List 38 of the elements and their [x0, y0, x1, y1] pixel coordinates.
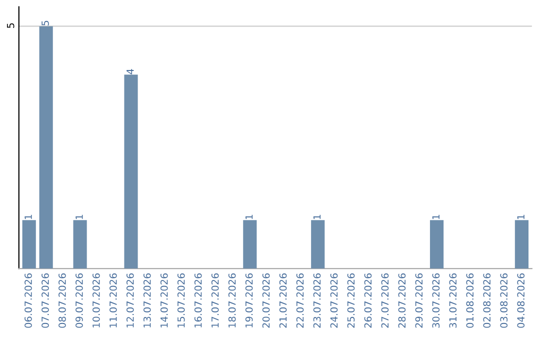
x-tick-label: 01.08.2026	[466, 273, 474, 328]
x-tick-label: 25.07.2026	[347, 273, 355, 328]
x-tick-label: 06.07.2026	[24, 273, 32, 328]
data-label: 1	[76, 214, 83, 220]
x-tick-label: 26.07.2026	[364, 273, 372, 328]
x-tick-label: 21.07.2026	[279, 273, 287, 328]
x-tick-label: 30.07.2026	[432, 273, 440, 328]
x-tick-label: 02.08.2026	[483, 273, 491, 328]
x-tick-label: 08.07.2026	[58, 273, 66, 328]
x-tick-label: 10.07.2026	[92, 273, 100, 328]
data-label: 1	[24, 214, 32, 220]
data-label: 4	[126, 69, 134, 74]
x-tick-label: 19.07.2026	[245, 273, 253, 328]
x-tick-label: 03.08.2026	[500, 273, 508, 328]
x-tick-label: 15.07.2026	[177, 273, 185, 328]
x-tick-label: 24.07.2026	[330, 273, 338, 328]
x-tick-label: 18.07.2026	[228, 273, 236, 328]
x-tick-label: 11.07.2026	[109, 273, 117, 328]
data-label: 1	[246, 214, 253, 220]
x-tick-label: 20.07.2026	[262, 273, 270, 328]
x-tick-label: 17.07.2026	[211, 273, 219, 328]
data-label: 5	[42, 20, 49, 26]
x-tick-label: 07.07.2026	[42, 273, 49, 328]
data-label: 1	[517, 214, 524, 220]
x-tick-label: 13.07.2026	[143, 273, 151, 328]
data-label: 1	[313, 214, 321, 220]
x-tick-label: 22.07.2026	[296, 273, 304, 328]
x-tick-label: 31.07.2026	[449, 273, 457, 328]
x-tick-label: 04.08.2026	[517, 273, 525, 328]
x-tick-label: 16.07.2026	[194, 273, 202, 328]
x-tick-label: 14.07.2026	[160, 273, 168, 328]
x-tick-label: 29.07.2026	[415, 273, 423, 328]
x-tick-label: 27.07.2026	[381, 273, 389, 328]
x-tick-label: 23.07.2026	[313, 273, 321, 328]
x-tick-label: 12.07.2026	[126, 273, 134, 328]
x-tick-label: 28.07.2026	[398, 273, 406, 328]
x-tick-label: 09.07.2026	[76, 273, 83, 328]
data-label: 1	[432, 214, 440, 220]
